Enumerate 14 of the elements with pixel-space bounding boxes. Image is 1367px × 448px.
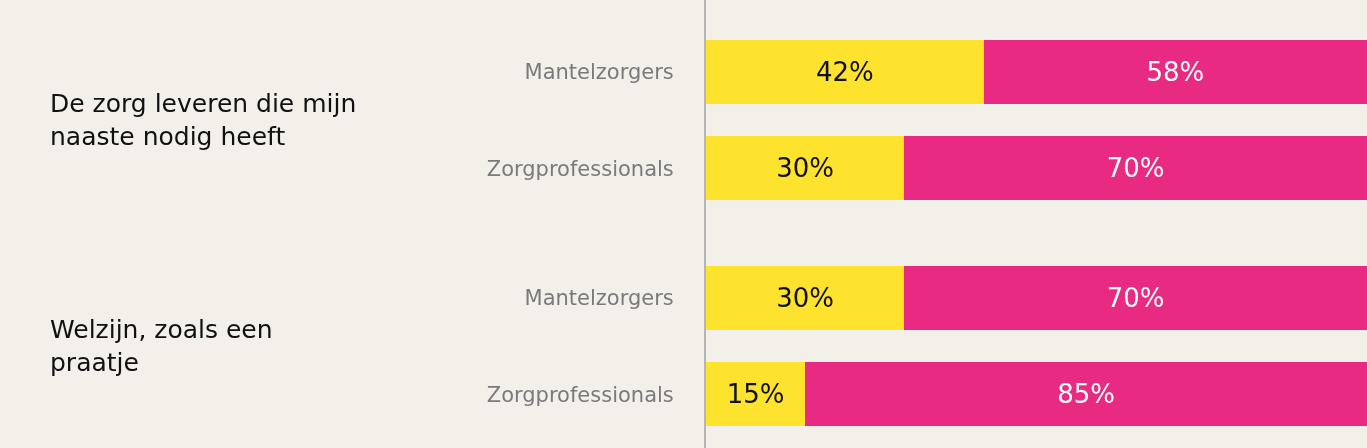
data-label: 70% (1106, 283, 1165, 314)
text: Welzijn, zoals een praatje (50, 315, 273, 377)
data-label: 30% (776, 283, 835, 314)
data-label: 15% (726, 379, 785, 410)
y-tick-label: Mantelzorgers (524, 286, 674, 311)
y-tick-label: Zorgprofessionals (486, 382, 674, 407)
data-label: 70% (1106, 153, 1165, 184)
y-tick-label: Zorgprofessionals (486, 156, 674, 181)
data-label: 85% (1057, 379, 1115, 410)
data-label: 58% (1146, 57, 1205, 88)
text: De zorg leveren die mijn naaste nodig heeft (50, 89, 357, 151)
data-label: 30% (776, 153, 835, 184)
y-tick-label: Mantelzorgers (524, 60, 674, 85)
data-label: 42% (815, 57, 874, 88)
